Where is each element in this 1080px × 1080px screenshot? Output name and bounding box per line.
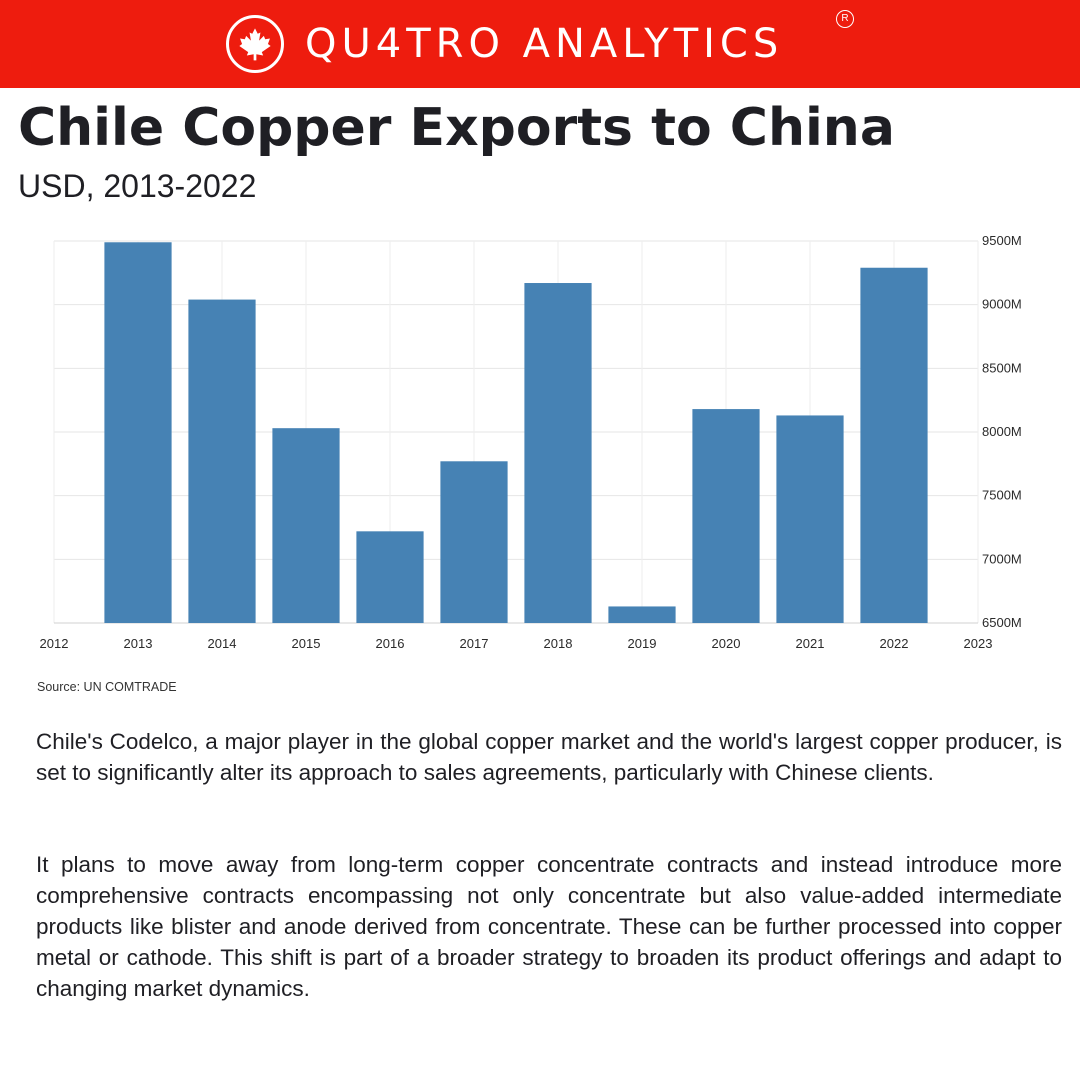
header-banner: QU4TRO ANALYTICS R [0, 0, 1080, 88]
x-tick-label: 2018 [544, 636, 573, 651]
brand-logo [226, 15, 284, 73]
y-tick-label: 7500M [982, 488, 1022, 503]
bar-2016 [356, 531, 424, 623]
x-tick-label: 2019 [628, 636, 657, 651]
x-tick-label: 2012 [40, 636, 69, 651]
x-tick-label: 2021 [796, 636, 825, 651]
x-tick-label: 2020 [712, 636, 741, 651]
bar-2013 [104, 242, 172, 624]
bar-2020 [692, 409, 760, 623]
bar-2018 [524, 283, 592, 623]
y-tick-label: 6500M [982, 615, 1022, 630]
source-note: Source: UN COMTRADE [37, 680, 177, 694]
brand-name: QU4TRO ANALYTICS [305, 21, 784, 67]
x-tick-label: 2022 [880, 636, 909, 651]
bar-2017 [440, 461, 508, 623]
bar-2014 [188, 299, 256, 623]
x-tick-label: 2016 [376, 636, 405, 651]
bar-chart: 2012 2013 2014 2015 2016 2017 2018 2019 2020 2021… [40, 233, 1022, 651]
x-tick-label: 2015 [292, 636, 321, 651]
y-tick-label: 7000M [982, 551, 1022, 566]
x-tick-label: 2014 [208, 636, 237, 651]
x-tick-label: 2023 [964, 636, 993, 651]
bar-2015 [272, 428, 340, 623]
body-paragraph-1: Chile's Codelco, a major player in the g… [36, 729, 1062, 785]
registered-mark: R [836, 10, 854, 28]
page-title: Chile Copper Exports to China [18, 98, 895, 158]
bar-2022 [860, 267, 928, 623]
x-tick-label: 2013 [124, 636, 153, 651]
y-tick-label: 9500M [982, 233, 1022, 248]
y-tick-label: 9000M [982, 297, 1022, 312]
y-tick-label: 8500M [982, 360, 1022, 375]
body-paragraph-2: It plans to move away from long-term cop… [36, 852, 1062, 1001]
y-tick-label: 8000M [982, 424, 1022, 439]
x-tick-label: 2017 [460, 636, 489, 651]
bar-2021 [776, 415, 844, 623]
bar-2019 [608, 606, 676, 623]
page-subtitle: USD, 2013-2022 [18, 168, 257, 204]
maple-leaf-icon [239, 28, 271, 61]
